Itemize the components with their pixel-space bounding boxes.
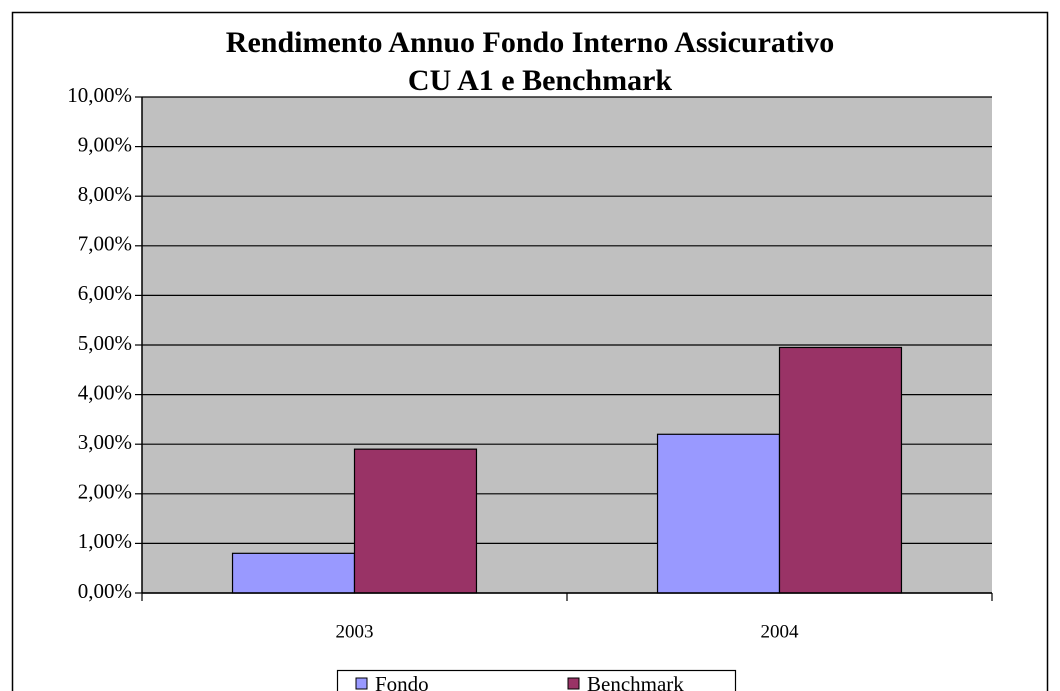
y-tick-label: 7,00%: [78, 232, 132, 256]
legend-swatch: [567, 677, 580, 690]
y-tick-label: 10,00%: [67, 83, 132, 107]
y-tick-label: 9,00%: [78, 132, 132, 156]
legend-swatch: [355, 677, 368, 690]
legend-label: Fondo: [375, 672, 429, 691]
x-tick-label: 2004: [761, 621, 800, 642]
bar: [353, 448, 478, 594]
legend-label: Benchmark: [587, 672, 684, 691]
y-tick-label: 2,00%: [78, 480, 132, 504]
y-tick-label: 6,00%: [78, 281, 132, 305]
bar: [231, 552, 356, 594]
bar: [656, 433, 781, 594]
chart-subtitle: CU A1 e Benchmark: [408, 64, 672, 97]
y-tick-label: 3,00%: [78, 430, 132, 454]
chart-title: Rendimento Annuo Fondo Interno Assicurat…: [226, 26, 834, 59]
y-tick-label: 8,00%: [78, 182, 132, 206]
y-tick-label: 5,00%: [78, 331, 132, 355]
x-tick-label: 2003: [336, 621, 374, 642]
y-tick-label: 4,00%: [78, 380, 132, 404]
y-tick-label: 1,00%: [78, 529, 132, 553]
y-tick-label: 0,00%: [78, 579, 132, 603]
bar: [778, 346, 903, 594]
